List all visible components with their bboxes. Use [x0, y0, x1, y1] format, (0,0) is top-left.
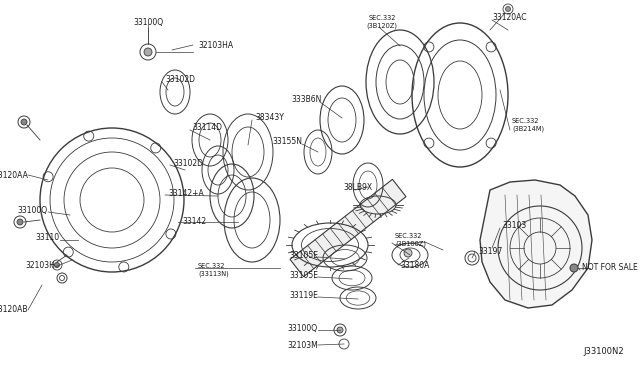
Text: 33142+A: 33142+A — [168, 189, 204, 198]
Polygon shape — [290, 179, 406, 277]
Text: 33180A: 33180A — [400, 260, 429, 269]
Text: 33100Q: 33100Q — [288, 324, 318, 333]
Text: 38LB9X: 38LB9X — [344, 183, 372, 192]
Circle shape — [144, 48, 152, 56]
Text: 33155N: 33155N — [272, 138, 302, 147]
Text: 32103HA: 32103HA — [198, 41, 233, 49]
Circle shape — [404, 249, 412, 257]
Text: 33100Q: 33100Q — [18, 205, 48, 215]
Polygon shape — [480, 180, 592, 308]
Text: 33114D: 33114D — [192, 124, 222, 132]
Text: 333B6N: 333B6N — [292, 96, 322, 105]
Circle shape — [337, 327, 343, 333]
Text: 38343Y: 38343Y — [255, 113, 284, 122]
Text: 33120AA: 33120AA — [0, 170, 28, 180]
Text: 33103: 33103 — [502, 221, 526, 230]
Text: 33120AB: 33120AB — [0, 305, 28, 314]
Text: SEC.332
(3B214M): SEC.332 (3B214M) — [512, 118, 544, 132]
Text: 33102D: 33102D — [165, 76, 195, 84]
Text: 32103M: 32103M — [287, 340, 318, 350]
Text: SEC.332
(3B100Z): SEC.332 (3B100Z) — [395, 233, 426, 247]
Text: 33120AC: 33120AC — [492, 13, 527, 22]
Text: 33105E: 33105E — [289, 270, 318, 279]
Circle shape — [21, 119, 27, 125]
Circle shape — [570, 264, 578, 272]
Circle shape — [506, 6, 511, 12]
Text: 32103H: 32103H — [25, 260, 55, 269]
Text: SEC.332
(3B120Z): SEC.332 (3B120Z) — [367, 15, 397, 29]
Text: SEC.332
(33113N): SEC.332 (33113N) — [198, 263, 228, 277]
Text: 33110: 33110 — [36, 234, 60, 243]
Circle shape — [54, 263, 60, 267]
Text: J33100N2: J33100N2 — [584, 347, 624, 356]
Text: NOT FOR SALE: NOT FOR SALE — [582, 263, 637, 273]
Circle shape — [17, 219, 23, 225]
Text: 33119E: 33119E — [289, 291, 318, 299]
Text: 33197: 33197 — [478, 247, 502, 257]
Text: 33142: 33142 — [182, 218, 206, 227]
Text: 33105E: 33105E — [289, 250, 318, 260]
Text: 33100Q: 33100Q — [133, 17, 163, 26]
Text: 33102D: 33102D — [173, 158, 203, 167]
